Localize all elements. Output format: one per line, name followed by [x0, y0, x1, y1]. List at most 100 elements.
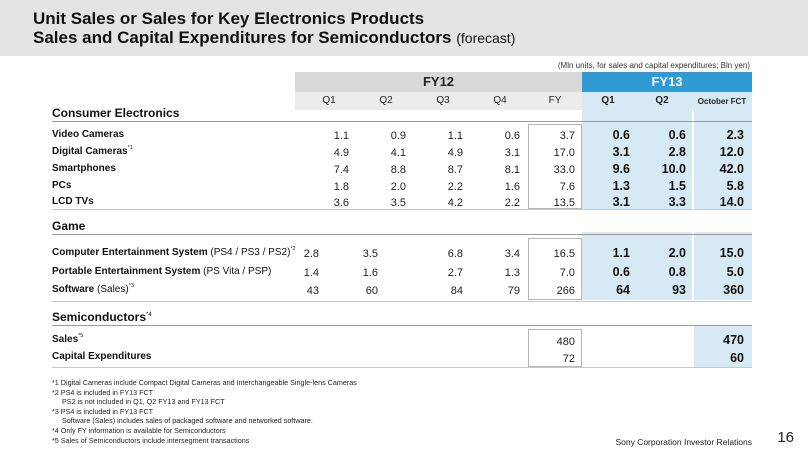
divider [52, 325, 752, 326]
row-label: Video Cameras [52, 129, 125, 140]
row-detail: (PS Vita / PSP) [203, 266, 272, 277]
divider [52, 234, 752, 235]
cell: 4.2 [447, 197, 463, 209]
col-header-fy13-fct: October FCT [697, 97, 747, 106]
cell: 3.4 [504, 248, 520, 260]
cell-fy13-fct: 2.3 [726, 128, 744, 142]
title-suffix: (forecast) [456, 30, 516, 46]
row-detail: (PS4 / PS3 / PS2) [210, 247, 291, 258]
fy12-band [295, 72, 582, 92]
cell-fy: 266 [556, 285, 575, 297]
footnote: PS2 is not included in Q1, Q2 FY13 and F… [52, 397, 225, 407]
cell: 3.5 [390, 197, 406, 209]
cell-fy13-fct: 5.0 [726, 265, 744, 279]
cell: 3.1 [504, 147, 520, 159]
row-label: PCs [52, 180, 72, 191]
cell: 8.8 [390, 164, 406, 176]
cell: 0.6 [504, 130, 520, 142]
col-header-fy12-q4: Q4 [493, 95, 507, 106]
row-label: Smartphones [52, 163, 116, 174]
fy13-fct-fill-consumer [694, 110, 752, 209]
divider [52, 121, 752, 122]
cell: 1.4 [303, 267, 319, 279]
fy13-quarters-fill-consumer [582, 110, 692, 209]
cell-fy13-fct: 360 [723, 283, 744, 297]
cell: 2.0 [390, 181, 406, 193]
footnote: *1 Digital Cameras include Compact Digit… [52, 378, 357, 387]
units-note: (Mln units, for sales and capital expend… [557, 61, 750, 70]
footnotes: *1 Digital Cameras include Compact Digit… [52, 378, 357, 445]
cell: 79 [507, 285, 520, 297]
cell-fy13-q1: 3.1 [612, 195, 630, 209]
cell-fy13-q2: 1.5 [668, 179, 686, 193]
cell-fy13-q2: 10.0 [661, 162, 686, 176]
cell-fy13-q1: 1.1 [612, 246, 630, 260]
cell-fy13-q1: 0.6 [612, 128, 630, 142]
cell: 1.1 [447, 130, 463, 142]
cell-fy: 480 [556, 336, 575, 348]
footnote-marker: *1 [127, 145, 133, 151]
footnote: Software (Sales) includes sales of packa… [52, 416, 313, 426]
footnote: *4 Only FY information is available for … [52, 425, 226, 435]
fy13-fct-fill-semi [694, 325, 752, 367]
cell-fy: 16.5 [553, 248, 575, 260]
row-label: Sales [52, 334, 79, 345]
fy-box-game [528, 238, 582, 300]
cell: 4.9 [447, 147, 463, 159]
cell-fy13-q2: 2.8 [668, 145, 686, 159]
divider [52, 301, 752, 302]
footnote: *5 Sales of Semiconductors include inter… [52, 435, 250, 445]
fy13-band [582, 72, 752, 92]
cell-fy13-q1: 3.1 [612, 145, 630, 159]
row-label: Software [52, 284, 95, 295]
cell: 2.2 [504, 197, 520, 209]
divider [52, 367, 752, 368]
divider [52, 209, 752, 210]
cell: 43 [306, 285, 319, 297]
col-header-fy12-q2: Q2 [379, 95, 393, 106]
col-header-fy12-q3: Q3 [436, 95, 450, 106]
section-semiconductors: Semiconductors*4 [52, 310, 152, 324]
fy13-quarter-band [582, 92, 752, 110]
cell-fy: 17.0 [553, 147, 575, 159]
cell-fy13-q1: 9.6 [612, 162, 630, 176]
fy-box-semi [528, 329, 582, 367]
page-title: Unit Sales or Sales for Key Electronics … [33, 9, 515, 48]
cell-fy13-fct: 15.0 [719, 246, 744, 260]
cell-fy13-q2: 0.6 [668, 128, 686, 142]
title-line-2-main: Sales and Capital Expenditures for Semic… [33, 28, 452, 47]
fy13-fct-fill-game [694, 232, 752, 300]
footnote: *2 PS4 is included in FY13 FCT [52, 387, 154, 397]
footnote-marker: *4 [146, 312, 152, 318]
row-label: Portable Entertainment System [52, 266, 201, 277]
row-label: LCD TVs [52, 196, 94, 207]
cell-fy13-fct: 14.0 [719, 195, 744, 209]
cell-fy13-fct: 470 [723, 333, 744, 347]
cell-fy13-q2: 2.0 [668, 246, 686, 260]
cell: 1.6 [362, 267, 378, 279]
footnote-marker: *5 [78, 333, 84, 339]
footnote-marker: *3 [128, 283, 134, 289]
title-line-2: Sales and Capital Expenditures for Semic… [33, 28, 515, 48]
col-header-fy12-q1: Q1 [322, 95, 336, 106]
cell-fy: 13.5 [553, 197, 575, 209]
footnote: *3 PS4 is included in FY13 FCT [52, 406, 154, 416]
cell: 4.1 [390, 147, 406, 159]
col-header-fy12-fy: FY [548, 95, 562, 106]
cell-fy13-q1: 1.3 [612, 179, 630, 193]
col-header-fy13-q1: Q1 [601, 95, 615, 106]
cell-fy13-fct: 5.8 [726, 179, 744, 193]
col-header-fy13-q2: Q2 [655, 95, 669, 106]
cell: 1.3 [504, 267, 520, 279]
cell: 3.5 [362, 248, 378, 260]
row-label: Digital Cameras [52, 146, 128, 157]
cell: 2.2 [447, 181, 463, 193]
cell: 84 [450, 285, 463, 297]
fy-box-consumer [528, 124, 582, 209]
cell: 1.1 [333, 130, 349, 142]
cell-fy13-fct: 60 [730, 351, 744, 365]
section-consumer-electronics: Consumer Electronics [52, 106, 180, 120]
cell-fy13-q2: 0.8 [668, 265, 686, 279]
cell-fy: 33.0 [553, 164, 575, 176]
cell: 1.8 [333, 181, 349, 193]
